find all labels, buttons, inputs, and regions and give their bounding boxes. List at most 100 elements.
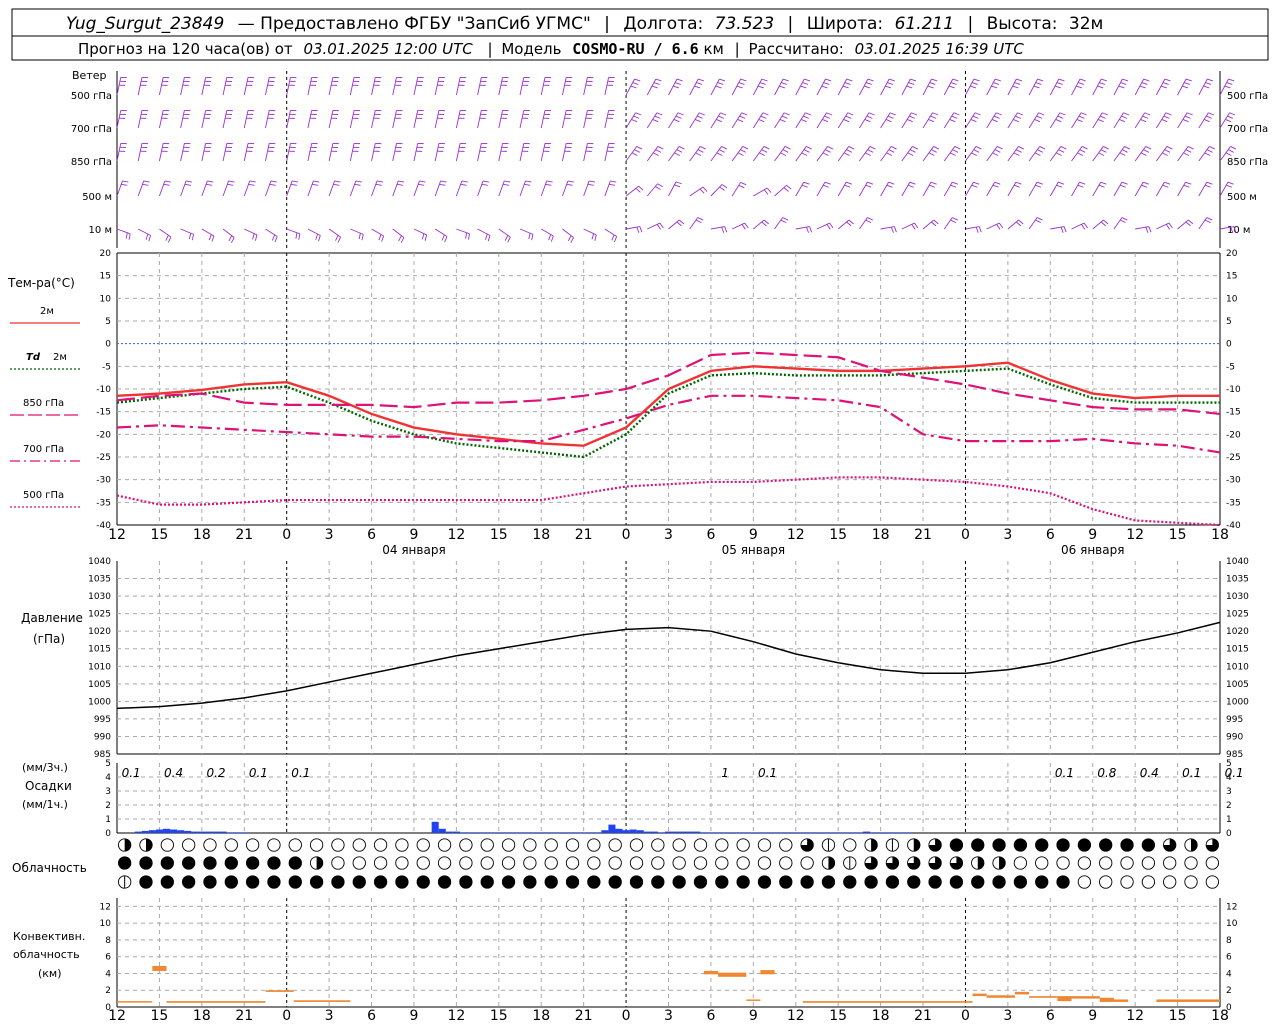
wind-barb — [1155, 112, 1172, 129]
precip-bar — [155, 829, 163, 833]
temp-tick-right: 20 — [1226, 249, 1238, 259]
cloud-cover-symbol — [395, 856, 409, 870]
wind-barb — [774, 146, 791, 162]
cloud-cover-symbol — [331, 838, 345, 852]
temp-tick-right: 15 — [1226, 272, 1237, 282]
convective-segment — [265, 990, 294, 992]
hour-label: 6 — [367, 527, 376, 543]
wind-barb — [1155, 181, 1171, 197]
lat-value: 61.211 — [895, 14, 954, 34]
cloud-cover-symbol — [309, 856, 324, 870]
wind-barb — [986, 78, 1001, 96]
cloud-cover-symbol — [800, 856, 814, 870]
wind-barb — [201, 142, 212, 162]
wind-barb — [1198, 112, 1215, 129]
wind-barb — [1049, 146, 1067, 162]
cloud-cover-symbol — [309, 875, 324, 889]
cloud-cover-symbol — [1099, 856, 1113, 870]
temperature-series-line — [116, 367, 1220, 459]
hour-label: 3 — [325, 527, 334, 543]
cloud-cover-symbol — [1056, 875, 1070, 889]
convective-tick-right: 0 — [1226, 1003, 1232, 1013]
wind-level-label: 10 м — [89, 225, 112, 236]
wind-barb — [880, 226, 897, 233]
wind-barb — [349, 180, 362, 197]
precip-bar — [884, 832, 892, 833]
cloud-cover-symbol — [459, 838, 473, 852]
cloud-cover-symbol — [1056, 838, 1070, 852]
cloud-cover-symbol — [1120, 856, 1134, 870]
wind-barb — [1135, 226, 1152, 233]
cloud-cover-symbol — [864, 856, 878, 870]
precip-bar — [148, 830, 156, 833]
wind-barb — [668, 78, 683, 96]
wind-barb — [1219, 181, 1234, 197]
hour-label-bottom: 12 — [787, 1008, 805, 1024]
precip-tick-left: 2 — [105, 801, 111, 811]
wind-barb — [413, 76, 424, 96]
cloud-cover-symbol — [1077, 875, 1092, 889]
wind-barb — [647, 222, 664, 230]
precip-bar — [601, 830, 609, 833]
pressure-tick-left: 995 — [94, 715, 111, 725]
wind-barb — [455, 76, 467, 96]
wind-barb — [752, 112, 769, 129]
precip-bar — [700, 832, 708, 833]
precip-bar — [573, 832, 581, 833]
wind-barb — [1092, 78, 1108, 96]
cloud-cover-symbol — [480, 838, 494, 852]
wind-barb — [1028, 181, 1043, 197]
wind-barb — [137, 109, 148, 129]
cloud-cover-symbol — [224, 875, 238, 889]
cloud-cover-symbol — [821, 875, 836, 889]
precip-bar — [558, 832, 566, 833]
convective-segment — [1057, 996, 1072, 1002]
wind-barb — [201, 180, 214, 197]
cloud-cover-symbol — [139, 875, 153, 889]
convective-tick-right: 10 — [1226, 919, 1238, 929]
wind-level-label: 500 м — [82, 192, 112, 203]
cloud-cover-symbol — [565, 856, 580, 870]
wind-barb — [562, 76, 573, 96]
wind-barb — [731, 112, 748, 129]
wind-barb — [519, 228, 534, 241]
precip-bar — [629, 829, 637, 833]
wind-barb — [1071, 112, 1087, 129]
cloud-cover-symbol — [267, 875, 281, 889]
precip-bar — [134, 831, 142, 833]
wind-barb — [965, 78, 980, 96]
wind-barb — [1050, 226, 1067, 233]
hour-label-bottom: 21 — [575, 1008, 593, 1024]
hour-label-bottom: 18 — [872, 1008, 890, 1024]
precip-bar — [834, 832, 842, 833]
wind-barb — [752, 78, 768, 96]
hour-label-bottom: 0 — [622, 1008, 631, 1024]
precip-bar — [466, 832, 475, 833]
temp-tick-left: -25 — [96, 453, 111, 463]
wind-barb — [901, 78, 917, 96]
wind-barb — [604, 180, 617, 197]
wind-barb — [1007, 219, 1024, 230]
cloud-cover-symbol — [352, 856, 366, 870]
precip-bar — [855, 832, 863, 833]
wind-barb — [180, 109, 191, 129]
cloud-cover-symbol — [523, 838, 537, 852]
hour-label: 12 — [447, 527, 465, 543]
wind-barb — [413, 228, 428, 241]
convective-segment — [293, 1000, 351, 1002]
wind-barb — [668, 219, 685, 230]
cloud-cover-symbol — [437, 856, 452, 870]
cloud-cover-symbol — [245, 856, 260, 870]
cloud-cover-symbol — [864, 838, 878, 852]
cloud-cover-symbol — [779, 856, 793, 870]
wind-barb — [456, 228, 470, 240]
convective-tick-right: 6 — [1226, 953, 1232, 963]
precip-bar — [438, 828, 446, 833]
precip-3h-label: 0.1 — [1055, 766, 1074, 780]
hour-label: 15 — [151, 527, 169, 543]
cloud-cover-symbol — [1077, 856, 1092, 870]
wind-barb — [349, 109, 361, 129]
precip-bar — [742, 832, 750, 833]
wind-barb — [1177, 181, 1192, 197]
